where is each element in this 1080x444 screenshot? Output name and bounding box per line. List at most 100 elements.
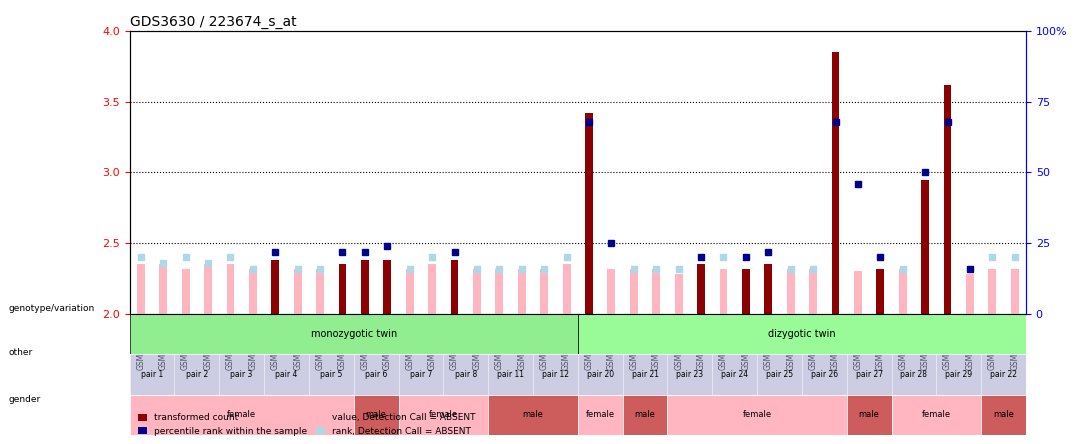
Text: pair 20: pair 20 bbox=[586, 370, 613, 379]
Bar bbox=[354, 395, 399, 435]
Text: pair 8: pair 8 bbox=[455, 370, 477, 379]
Bar bbox=[316, 269, 324, 314]
Text: male: male bbox=[859, 410, 879, 420]
Text: pair 22: pair 22 bbox=[990, 370, 1017, 379]
Bar bbox=[578, 395, 622, 435]
Text: pair 25: pair 25 bbox=[766, 370, 793, 379]
Text: pair 7: pair 7 bbox=[409, 370, 432, 379]
Bar bbox=[309, 354, 354, 395]
Bar bbox=[982, 395, 1026, 435]
Bar bbox=[630, 269, 638, 314]
Bar bbox=[540, 269, 549, 314]
Bar bbox=[204, 265, 212, 314]
Bar bbox=[227, 265, 234, 314]
Bar bbox=[667, 354, 713, 395]
Text: female: female bbox=[922, 410, 950, 420]
Text: pair 4: pair 4 bbox=[275, 370, 298, 379]
Text: pair 21: pair 21 bbox=[632, 370, 659, 379]
Bar bbox=[982, 354, 1026, 395]
Bar bbox=[652, 269, 660, 314]
Bar bbox=[488, 395, 578, 435]
Bar bbox=[181, 269, 190, 314]
Bar bbox=[697, 265, 705, 314]
Bar bbox=[876, 269, 885, 314]
Bar bbox=[578, 354, 622, 395]
Bar bbox=[936, 354, 981, 395]
Bar bbox=[847, 395, 892, 435]
Text: pair 11: pair 11 bbox=[497, 370, 524, 379]
Text: dizygotic twin: dizygotic twin bbox=[768, 329, 836, 339]
Bar bbox=[713, 354, 757, 395]
Text: pair 28: pair 28 bbox=[901, 370, 928, 379]
Bar bbox=[757, 354, 801, 395]
Bar bbox=[966, 274, 974, 314]
Bar bbox=[406, 269, 414, 314]
Bar bbox=[832, 52, 839, 314]
Bar bbox=[444, 354, 488, 395]
Bar bbox=[450, 260, 459, 314]
Bar bbox=[1011, 269, 1018, 314]
Text: pair 26: pair 26 bbox=[811, 370, 838, 379]
Bar bbox=[130, 395, 354, 435]
Bar bbox=[517, 269, 526, 314]
Text: pair 2: pair 2 bbox=[186, 370, 208, 379]
Bar bbox=[921, 179, 929, 314]
Bar bbox=[607, 269, 616, 314]
Bar bbox=[383, 260, 391, 314]
Text: male: male bbox=[523, 410, 543, 420]
Text: male: male bbox=[366, 410, 387, 420]
Bar bbox=[428, 265, 436, 314]
Text: pair 23: pair 23 bbox=[676, 370, 703, 379]
Text: female: female bbox=[429, 410, 458, 420]
Bar bbox=[667, 395, 847, 435]
Bar bbox=[473, 269, 481, 314]
Text: genotype/variation: genotype/variation bbox=[9, 304, 95, 313]
Bar bbox=[585, 113, 593, 314]
Bar bbox=[338, 265, 347, 314]
Text: pair 3: pair 3 bbox=[230, 370, 253, 379]
Text: pair 24: pair 24 bbox=[721, 370, 748, 379]
Text: female: female bbox=[585, 410, 615, 420]
Bar bbox=[219, 354, 265, 395]
Text: pair 12: pair 12 bbox=[542, 370, 569, 379]
Text: monozygotic twin: monozygotic twin bbox=[311, 329, 396, 339]
Bar bbox=[130, 354, 175, 395]
Bar bbox=[137, 265, 145, 314]
Bar bbox=[354, 354, 399, 395]
Bar bbox=[265, 354, 309, 395]
Bar bbox=[786, 269, 795, 314]
Bar bbox=[488, 354, 534, 395]
Text: GDS3630 / 223674_s_at: GDS3630 / 223674_s_at bbox=[130, 15, 296, 29]
Text: pair 1: pair 1 bbox=[140, 370, 163, 379]
Bar bbox=[809, 269, 818, 314]
Bar bbox=[496, 269, 503, 314]
Bar bbox=[719, 269, 728, 314]
Bar bbox=[675, 274, 683, 314]
Bar bbox=[271, 260, 280, 314]
Bar bbox=[892, 395, 981, 435]
Text: pair 29: pair 29 bbox=[945, 370, 972, 379]
Bar bbox=[399, 354, 443, 395]
Bar bbox=[578, 314, 1026, 354]
Text: male: male bbox=[635, 410, 656, 420]
Bar bbox=[130, 314, 578, 354]
Bar bbox=[944, 85, 951, 314]
Bar bbox=[248, 269, 257, 314]
Text: male: male bbox=[994, 410, 1014, 420]
Bar bbox=[175, 354, 219, 395]
Bar bbox=[854, 271, 862, 314]
Bar bbox=[563, 265, 570, 314]
Text: pair 27: pair 27 bbox=[855, 370, 882, 379]
Bar bbox=[361, 260, 369, 314]
Text: pair 6: pair 6 bbox=[365, 370, 388, 379]
Bar bbox=[742, 269, 750, 314]
Bar bbox=[622, 354, 667, 395]
Text: female: female bbox=[227, 410, 256, 420]
Text: pair 5: pair 5 bbox=[320, 370, 342, 379]
Text: female: female bbox=[743, 410, 771, 420]
Text: other: other bbox=[9, 349, 32, 357]
Bar bbox=[899, 269, 907, 314]
Bar bbox=[802, 354, 847, 395]
Bar bbox=[765, 265, 772, 314]
Bar bbox=[159, 265, 167, 314]
